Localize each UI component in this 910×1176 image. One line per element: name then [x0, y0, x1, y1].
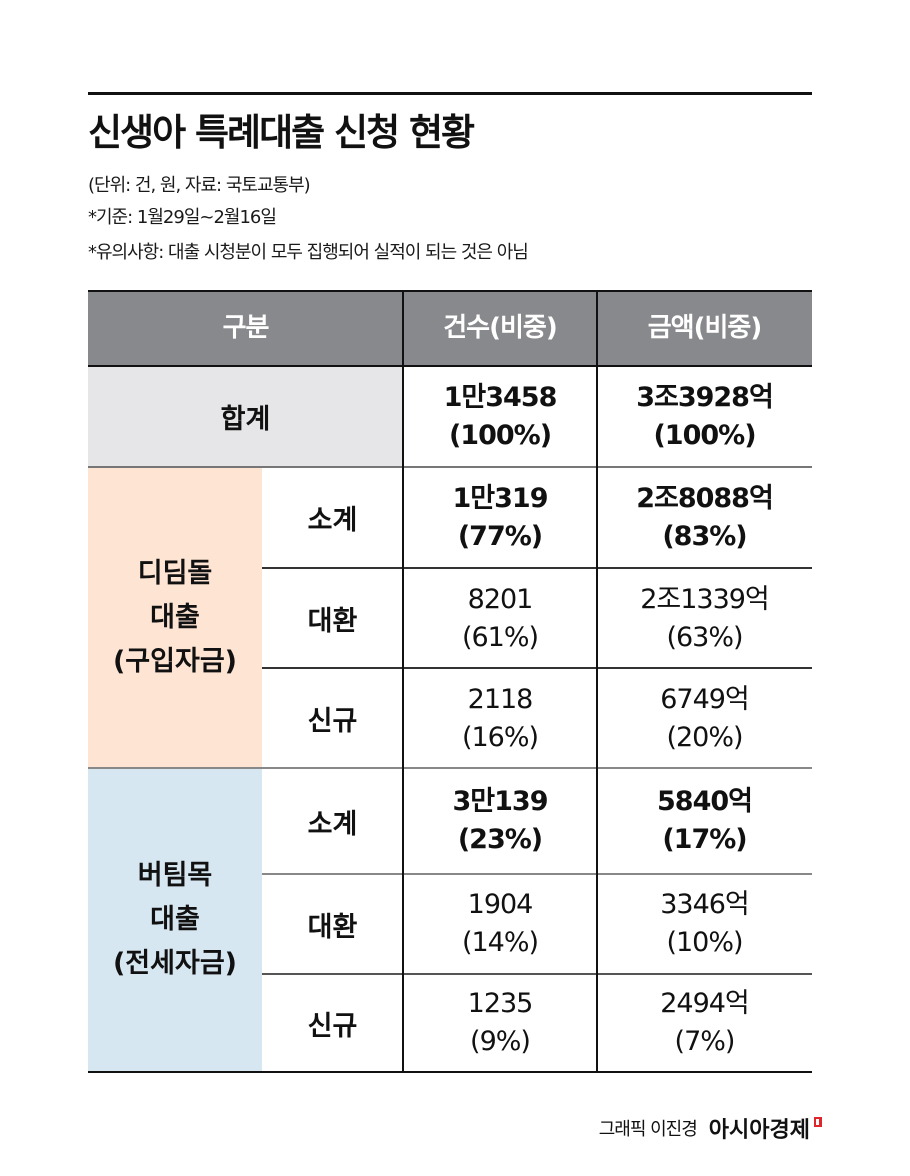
row-divider	[262, 873, 812, 875]
group-beotimmok: 버팀목 대출 (전세자금)	[88, 769, 262, 1071]
count-value: 1만319	[452, 482, 549, 514]
total-count: 1만3458	[443, 381, 558, 413]
header-category: 구분	[222, 313, 270, 343]
row-label: 소계	[307, 808, 358, 840]
count-value: 1235	[467, 988, 534, 1019]
amount-share: (83%)	[662, 520, 747, 552]
count-share: (61%)	[461, 621, 539, 653]
row-label: 신규	[307, 706, 358, 737]
count-cell: 2118 (16%)	[403, 669, 597, 768]
amount-cell: 2조8088억 (83%)	[597, 468, 812, 567]
table-bottom-rule	[88, 1071, 812, 1073]
amount-cell: 2조1339억 (63%)	[597, 569, 812, 668]
caution-note: *유의사항: 대출 시청분이 모두 집행되어 실적이 되는 것은 아님	[88, 242, 529, 263]
table-header: 구분 건수(비중) 금액(비중)	[88, 290, 812, 367]
amount-share: (7%)	[674, 1026, 736, 1057]
count-cell: 1만319 (77%)	[403, 468, 597, 567]
count-value: 8201	[467, 583, 534, 615]
row-divider	[262, 567, 812, 569]
column-divider	[402, 290, 404, 1071]
row-label: 소계	[307, 505, 358, 536]
row-label: 대환	[307, 911, 358, 943]
period-note: *기준: 1월29일~2월16일	[88, 207, 277, 228]
total-amount-share: (100%)	[653, 419, 756, 451]
unit-source-note: (단위: 건, 원, 자료: 국토교통부)	[88, 175, 311, 196]
brand-mark-icon	[814, 1117, 822, 1127]
count-cell: 3만139 (23%)	[403, 769, 597, 873]
count-cell: 8201 (61%)	[403, 569, 597, 668]
row-label: 신규	[307, 1010, 358, 1042]
amount-share: (17%)	[662, 824, 747, 855]
count-value: 2118	[467, 683, 534, 715]
count-share: (9%)	[470, 1026, 531, 1057]
row-divider	[88, 466, 812, 468]
group-label-line: (구입자금)	[112, 646, 238, 677]
row-label: 대환	[307, 606, 358, 637]
count-cell: 1235 (9%)	[403, 975, 597, 1071]
count-share: (77%)	[457, 520, 543, 552]
amount-share: (63%)	[666, 621, 743, 653]
graphic-credit: 그래픽 이진경	[598, 1119, 698, 1140]
row-divider	[262, 973, 812, 975]
amount-value: 3346억	[660, 889, 750, 920]
amount-value: 5840억	[657, 786, 753, 817]
amount-cell: 3346억 (10%)	[597, 875, 812, 973]
top-rule	[88, 92, 812, 95]
amount-value: 6749억	[660, 683, 750, 715]
page-title: 신생아 특례대출 신청 현황	[88, 111, 475, 154]
group-divider	[88, 767, 812, 769]
amount-share: (10%)	[666, 927, 743, 958]
count-share: (16%)	[461, 721, 539, 753]
column-divider	[596, 290, 598, 1071]
group-label-line: 대출	[150, 904, 200, 935]
group-label-line: 대출	[150, 602, 200, 633]
amount-value: 2494억	[660, 988, 750, 1019]
group-label-line: 디딤돌	[137, 558, 213, 589]
total-amount: 3조3928억	[636, 381, 774, 413]
total-amount-cell: 3조3928억 (100%)	[597, 367, 812, 466]
group-label-line: 버팀목	[137, 860, 213, 891]
total-count-cell: 1만3458 (100%)	[403, 367, 597, 466]
header-amount: 금액(비중)	[647, 313, 762, 343]
group-didimdol: 디딤돌 대출 (구입자금)	[88, 468, 262, 768]
credit-line: 그래픽 이진경 아시아경제	[599, 1112, 822, 1144]
count-share: (14%)	[461, 927, 539, 958]
header-count: 건수(비중)	[443, 313, 557, 343]
row-divider	[262, 667, 812, 669]
amount-cell: 2494억 (7%)	[597, 975, 812, 1071]
total-count-share: (100%)	[448, 419, 552, 451]
group-label-line: (전세자금)	[112, 948, 238, 979]
count-share: (23%)	[457, 824, 543, 855]
amount-share: (20%)	[666, 721, 743, 753]
amount-cell: 6749억 (20%)	[597, 669, 812, 768]
amount-value: 2조1339억	[640, 583, 770, 615]
amount-cell: 5840억 (17%)	[597, 769, 812, 873]
brand-logo-text: 아시아경제	[708, 1118, 810, 1143]
count-cell: 1904 (14%)	[403, 875, 597, 973]
total-label: 합계	[88, 367, 403, 466]
amount-value: 2조8088억	[636, 482, 774, 514]
count-value: 3만139	[452, 786, 549, 817]
count-value: 1904	[467, 889, 534, 920]
